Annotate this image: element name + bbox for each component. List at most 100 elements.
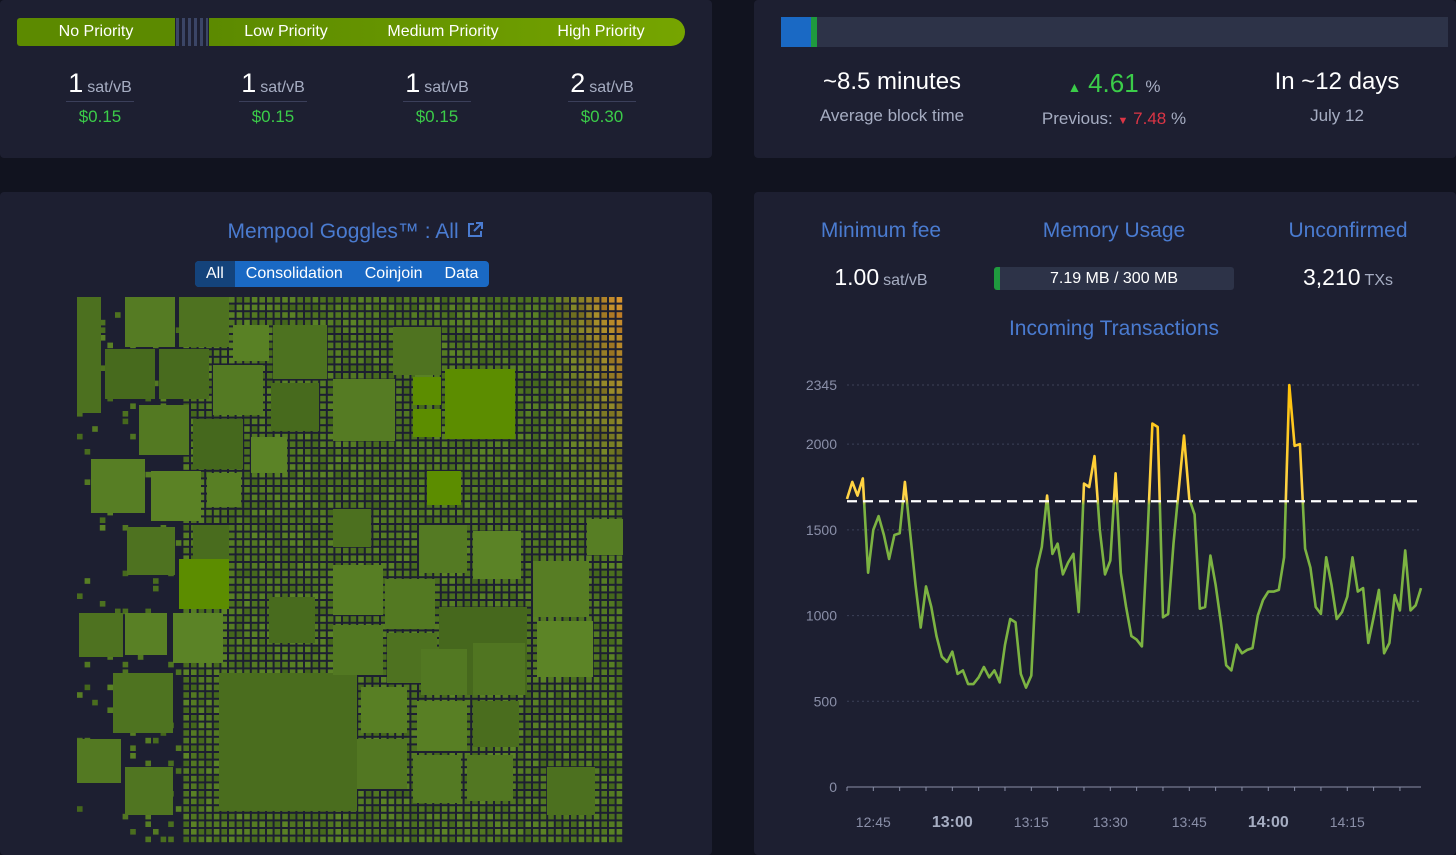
tx-block[interactable]	[191, 411, 197, 417]
tx-block[interactable]	[563, 525, 569, 531]
tx-block[interactable]	[533, 517, 539, 523]
tx-block[interactable]	[586, 312, 592, 318]
tx-block[interactable]	[151, 471, 201, 521]
tx-block[interactable]	[107, 707, 113, 713]
tx-block[interactable]	[213, 661, 220, 668]
tx-block[interactable]	[411, 479, 417, 485]
tx-block[interactable]	[358, 555, 364, 561]
tx-block[interactable]	[555, 373, 562, 379]
tx-block[interactable]	[563, 449, 569, 455]
tx-block[interactable]	[555, 525, 562, 531]
tx-block[interactable]	[358, 494, 364, 501]
tx-block[interactable]	[221, 509, 227, 516]
tx-block[interactable]	[555, 403, 562, 409]
tx-block[interactable]	[441, 365, 448, 371]
tx-block[interactable]	[198, 836, 205, 843]
tx-block[interactable]	[571, 525, 577, 531]
tx-block[interactable]	[571, 730, 577, 736]
tx-block[interactable]	[517, 335, 524, 341]
tx-block[interactable]	[434, 813, 440, 820]
tx-block[interactable]	[251, 525, 258, 531]
tx-block[interactable]	[244, 304, 250, 311]
tx-block[interactable]	[510, 821, 516, 827]
tx-block[interactable]	[593, 669, 600, 675]
tx-block[interactable]	[381, 661, 387, 668]
tx-block[interactable]	[457, 319, 463, 326]
tx-block[interactable]	[487, 692, 493, 698]
tx-block[interactable]	[289, 517, 296, 523]
tx-block[interactable]	[540, 312, 547, 318]
tx-block[interactable]	[441, 380, 448, 387]
tx-block[interactable]	[183, 669, 189, 675]
tx-block[interactable]	[236, 623, 243, 630]
tx-block[interactable]	[282, 547, 288, 554]
tx-block[interactable]	[609, 395, 615, 402]
tx-block[interactable]	[122, 570, 129, 577]
tx-block[interactable]	[479, 813, 486, 820]
tx-block[interactable]	[578, 418, 585, 425]
tx-block[interactable]	[327, 836, 334, 843]
tx-block[interactable]	[411, 563, 417, 569]
tx-block[interactable]	[229, 297, 235, 303]
tx-block[interactable]	[578, 327, 585, 333]
tx-block[interactable]	[274, 669, 281, 675]
tx-block[interactable]	[350, 494, 357, 501]
tx-block[interactable]	[533, 829, 539, 835]
tx-block[interactable]	[517, 699, 524, 706]
tx-block[interactable]	[373, 479, 379, 485]
tx-block[interactable]	[236, 616, 243, 622]
tx-block[interactable]	[563, 517, 569, 523]
tx-block[interactable]	[434, 570, 440, 577]
tx-block[interactable]	[586, 342, 592, 349]
tx-block[interactable]	[495, 335, 501, 341]
tx-block[interactable]	[510, 502, 516, 508]
tx-block[interactable]	[259, 547, 265, 554]
tx-block[interactable]	[236, 563, 243, 569]
tx-block[interactable]	[571, 821, 577, 827]
tx-block[interactable]	[533, 388, 539, 394]
tx-block[interactable]	[274, 555, 281, 561]
tx-block[interactable]	[464, 357, 471, 364]
tx-block[interactable]	[441, 692, 448, 698]
tx-block[interactable]	[191, 745, 197, 751]
tx-block[interactable]	[419, 517, 425, 523]
tx-block[interactable]	[282, 646, 288, 653]
tx-block[interactable]	[533, 722, 539, 729]
tx-block[interactable]	[373, 836, 379, 843]
tx-block[interactable]	[358, 441, 364, 447]
tx-block[interactable]	[411, 829, 417, 835]
tx-block[interactable]	[333, 379, 395, 441]
tx-block[interactable]	[464, 509, 471, 516]
tx-block[interactable]	[267, 395, 273, 402]
tx-block[interactable]	[517, 357, 524, 364]
tx-block[interactable]	[548, 692, 554, 698]
tx-block[interactable]	[244, 525, 250, 531]
tx-block[interactable]	[312, 555, 319, 561]
tx-block[interactable]	[274, 563, 281, 569]
tx-block[interactable]	[173, 613, 223, 663]
tx-block[interactable]	[555, 380, 562, 387]
tx-block[interactable]	[601, 684, 607, 691]
tx-block[interactable]	[548, 540, 554, 546]
tx-block[interactable]	[320, 821, 326, 827]
tx-block[interactable]	[411, 304, 417, 311]
tx-block[interactable]	[297, 563, 303, 569]
tx-block[interactable]	[388, 464, 395, 470]
tx-block[interactable]	[464, 532, 471, 539]
tx-block[interactable]	[229, 570, 235, 577]
tx-block[interactable]	[533, 753, 539, 759]
tx-block[interactable]	[305, 471, 311, 478]
tx-block[interactable]	[609, 730, 615, 736]
tx-block[interactable]	[426, 806, 433, 812]
tx-block[interactable]	[563, 479, 569, 485]
tx-block[interactable]	[84, 661, 91, 668]
tx-block[interactable]	[578, 715, 585, 721]
tx-block[interactable]	[350, 335, 357, 341]
tx-block[interactable]	[593, 563, 600, 569]
tx-block[interactable]	[563, 509, 569, 516]
tx-block[interactable]	[616, 669, 623, 675]
tx-block[interactable]	[259, 563, 265, 569]
tx-block[interactable]	[473, 531, 521, 579]
tx-block[interactable]	[327, 502, 334, 508]
tx-block[interactable]	[571, 464, 577, 470]
